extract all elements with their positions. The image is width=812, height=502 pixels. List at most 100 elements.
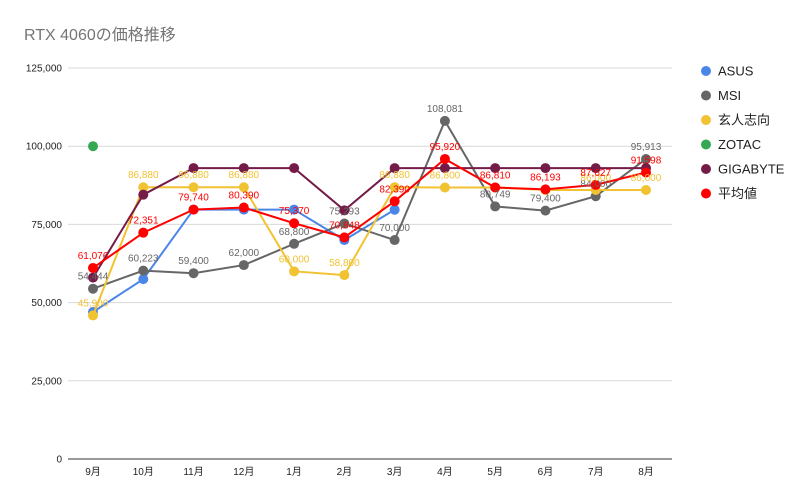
data-label: 60,223	[128, 254, 159, 265]
x-tick-label: 7月	[588, 466, 604, 478]
data-label: 86,193	[530, 172, 561, 183]
data-point	[540, 184, 551, 195]
data-label: 86,000	[580, 173, 611, 184]
data-label: 79,400	[530, 194, 561, 205]
series-5	[88, 153, 651, 273]
data-point	[439, 153, 450, 164]
data-point	[88, 141, 98, 152]
legend-marker	[701, 139, 711, 150]
data-label: 80,390	[229, 191, 260, 202]
grid-layer	[68, 67, 672, 460]
data-label: 86,880	[128, 170, 159, 181]
data-point	[439, 182, 450, 193]
legend-marker	[701, 164, 711, 174]
data-label: 75,370	[279, 206, 310, 217]
data-label: 84,000	[580, 179, 611, 190]
x-tick-label: 2月	[337, 466, 353, 478]
data-label: 86,810	[480, 170, 511, 181]
x-tick-label: 8月	[638, 466, 654, 478]
data-point	[490, 182, 501, 193]
data-label: 72,351	[128, 216, 159, 227]
legend-label: 玄人志向	[718, 113, 770, 128]
data-label: 79,740	[178, 193, 209, 204]
data-label: 86,880	[178, 170, 209, 181]
x-tick-label: 9月	[85, 466, 101, 478]
x-tick-label: 12月	[233, 466, 254, 478]
data-point	[188, 268, 199, 279]
data-point	[88, 283, 98, 294]
data-label: 59,400	[178, 256, 209, 267]
legend-label: MSI	[718, 88, 741, 103]
x-tick-label: 1月	[286, 466, 302, 478]
legend-label: 平均値	[718, 186, 757, 201]
legend-label: ASUS	[718, 64, 754, 79]
series-line	[92, 186, 646, 316]
data-point	[389, 235, 400, 246]
data-label: 86,800	[430, 170, 461, 181]
chart-title: RTX 4060の価格推移	[24, 26, 176, 44]
data-label: 80,749	[480, 189, 511, 200]
data-point	[289, 266, 300, 277]
data-label: 54,444	[78, 272, 109, 283]
data-point	[540, 163, 551, 174]
data-label-layer: 54,444 60,223 59,400 62,000 68,800 75,293 70,0…	[78, 104, 662, 310]
data-point	[540, 205, 551, 216]
y-tick-label: 50,000	[31, 298, 62, 309]
data-point	[339, 270, 350, 281]
x-tick-label: 6月	[538, 466, 554, 478]
series-3	[88, 141, 98, 152]
data-point	[188, 204, 199, 215]
data-label: 70,848	[329, 220, 360, 231]
data-point	[138, 189, 149, 200]
data-point	[238, 260, 249, 271]
data-point	[590, 163, 601, 174]
axis-layer: 0 25,000 50,000 75,000 100,000 125,000 9月 10月 11…	[26, 64, 654, 479]
data-point	[490, 201, 501, 212]
series-line	[92, 167, 646, 279]
legend-marker	[701, 115, 711, 125]
x-tick-label: 4月	[437, 466, 453, 478]
data-label: 87,627	[580, 168, 611, 179]
data-label: 60,000	[279, 254, 310, 265]
y-tick-label: 100,000	[26, 142, 63, 153]
series-4	[88, 163, 651, 283]
data-point	[339, 232, 350, 243]
data-label: 95,913	[631, 142, 662, 153]
x-tick-label: 11月	[183, 466, 203, 478]
data-label: 108,081	[427, 104, 464, 115]
series-2	[88, 182, 651, 321]
legend: ASUS MSI 玄人志向 ZOTAC GIGABYTE 平均値	[701, 64, 785, 201]
data-point	[590, 179, 601, 190]
data-point	[88, 262, 98, 273]
data-label: 86,880	[379, 170, 410, 181]
series-line	[92, 157, 647, 269]
x-tick-label: 3月	[387, 466, 403, 478]
data-label: 58,800	[329, 258, 360, 269]
legend-marker	[701, 66, 711, 76]
data-label: 61,076	[78, 251, 109, 262]
data-point	[289, 204, 300, 215]
data-point	[138, 227, 149, 238]
data-label: 86,000	[631, 173, 662, 184]
data-point	[389, 182, 400, 193]
data-point	[289, 218, 300, 229]
data-point	[389, 196, 400, 207]
x-tick-label: 5月	[487, 466, 503, 478]
data-label: 70,000	[379, 223, 410, 234]
data-point	[389, 204, 400, 215]
data-point	[88, 272, 98, 283]
legend-marker	[701, 90, 711, 101]
data-point	[238, 182, 249, 193]
y-tick-label: 25,000	[31, 376, 62, 387]
data-point	[289, 163, 300, 174]
data-point	[238, 163, 249, 174]
data-label: 95,920	[430, 142, 461, 153]
data-point	[641, 167, 651, 178]
data-label: 68,800	[279, 227, 310, 238]
y-tick-label: 75,000	[31, 220, 62, 231]
data-point	[238, 202, 249, 213]
legend-label: GIGABYTE	[718, 162, 785, 177]
data-point	[138, 182, 149, 193]
data-label: 91,598	[631, 155, 662, 166]
